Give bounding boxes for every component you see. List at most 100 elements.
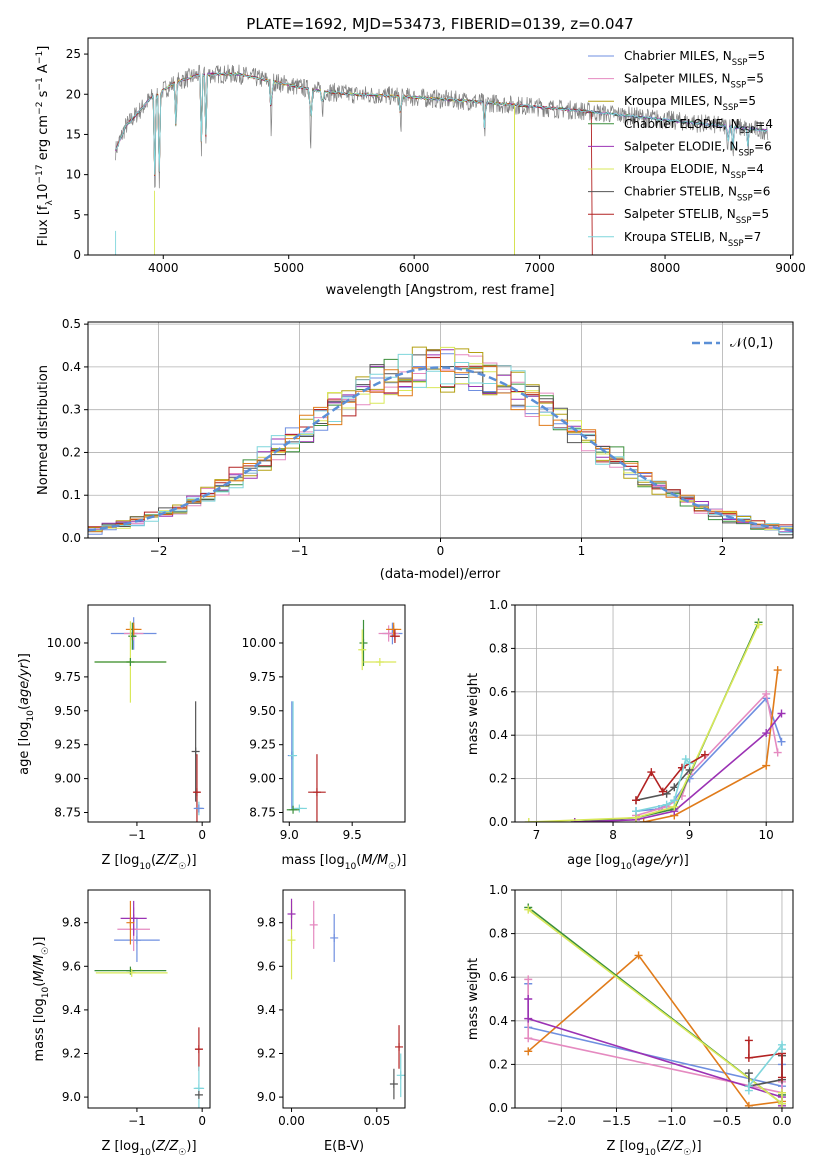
weight-line xyxy=(643,670,779,822)
x-tick-label: −1.5 xyxy=(602,1114,631,1128)
y-axis-label-part: −2 xyxy=(35,102,45,115)
weight-point xyxy=(762,761,771,770)
y-tick-label: 0.1 xyxy=(62,488,81,502)
y-axis-label-part: 10 xyxy=(41,987,51,999)
x-axis-label-part: )] xyxy=(186,853,196,868)
weight-line xyxy=(527,908,783,1106)
x-axis-label: Z [log10(Z/Z☉)] xyxy=(101,1139,196,1158)
legend-label-part: Salpeter STELIB, N xyxy=(624,207,736,221)
axes-frame: −2 −1 0 1 2 0.0 0.1 0.2 0.3 0.4 0.5 𝒩(0,1) (data-mod… xyxy=(36,317,794,582)
y-tick-label: 10 xyxy=(66,168,81,182)
y-axis-label: mass weight xyxy=(466,673,481,755)
x-axis-label-part: M/M xyxy=(361,853,388,868)
weight-point xyxy=(647,768,656,777)
y-tick-label: 9.0 xyxy=(62,1090,81,1104)
weight-line xyxy=(528,624,760,822)
legend-label-part: Kroupa ELODIE, N xyxy=(624,162,731,176)
y-axis-label-part: −1 xyxy=(35,51,45,64)
axes-frame: 4000 5000 6000 7000 8000 9000 0 5 10 15 20 25 wavele… xyxy=(35,37,806,298)
plot-area xyxy=(524,618,786,822)
axes-border xyxy=(87,37,794,256)
y-tick-label: 9.75 xyxy=(249,670,276,684)
y-tick-label: 0.2 xyxy=(489,1057,508,1071)
y-axis-label-part: Flux [f xyxy=(36,205,51,246)
legend-label-part: Salpeter ELODIE, N xyxy=(624,139,738,153)
axes-frame: −1 09.09.29.49.69.8Z [log10(Z/Z☉)]mass [l… xyxy=(32,889,211,1158)
x-axis-label-part: Z/Z xyxy=(660,1139,684,1154)
axes-frame: 0.00 0.05 9.0 9.2 9.4 9.6 9.8 E(B-V) xyxy=(257,889,406,1154)
y-tick-label: 9.2 xyxy=(257,1047,276,1061)
weight-point xyxy=(744,1101,753,1108)
axes-frame: −2.0 −1.5 −1.0 −0.5 0.0 0.0 0.2 0.4 0.6 0.8 1.0 Z [… xyxy=(466,883,794,1158)
x-axis-label: Z [log10(Z/Z☉)] xyxy=(606,1139,701,1158)
y-tick-label: 9.4 xyxy=(62,1003,81,1017)
y-tick-label: 9.75 xyxy=(54,670,81,684)
x-axis-label: mass [log10(M/M☉)] xyxy=(282,853,407,872)
legend-label-part: Chabrier STELIB, N xyxy=(624,185,737,199)
legend-label-part: Chabrier MILES, N xyxy=(624,49,732,63)
y-axis-label-part: ( xyxy=(17,705,32,710)
legend-label-part: =7 xyxy=(744,230,762,244)
data-point xyxy=(312,788,321,797)
y-tick-label: 15 xyxy=(66,127,81,141)
y-tick-label: 0.5 xyxy=(62,317,81,331)
y-tick-label: 20 xyxy=(66,87,81,101)
y-tick-label: 10.00 xyxy=(242,636,276,650)
weight-point xyxy=(777,1045,786,1054)
y-tick-label: 0.4 xyxy=(489,728,508,742)
y-axis-label: mass [log10(M/M☉)] xyxy=(32,937,51,1062)
data-point xyxy=(128,632,137,641)
x-axis-label-part: ☉ xyxy=(178,1148,186,1158)
y-tick-label: 9.0 xyxy=(257,1090,276,1104)
x-axis-label-part: 10 xyxy=(620,862,632,872)
x-axis-label-part: )] xyxy=(679,853,689,868)
weight-point xyxy=(777,1088,786,1097)
legend-label: Kroupa ELODIE, NSSP=4 xyxy=(624,162,764,180)
weight-point xyxy=(700,750,709,759)
axes-border xyxy=(514,889,794,1109)
y-axis-label-part: λ xyxy=(45,200,55,206)
weight-point xyxy=(773,666,782,675)
x-tick-label: −1 xyxy=(291,544,309,558)
axes-frame: 9.0 9.5 8.75 9.00 9.25 9.50 9.75 10.00 mass [log… xyxy=(242,604,407,872)
x-tick-label: 7 xyxy=(533,828,541,842)
data-point xyxy=(375,657,384,666)
y-axis-label-part: s xyxy=(36,90,51,101)
y-axis-label-part: age [log xyxy=(17,722,32,775)
y-axis-label-part: mass [log xyxy=(32,998,47,1061)
x-tick-label: 8000 xyxy=(650,261,681,275)
x-tick-label: 7000 xyxy=(524,261,555,275)
weight-point xyxy=(524,995,533,1003)
data-point xyxy=(330,933,339,942)
y-axis-label-part: )] xyxy=(17,653,32,663)
x-axis-label-part: 10 xyxy=(139,862,151,872)
data-point xyxy=(287,936,296,945)
x-tick-label: 0.00 xyxy=(278,1114,305,1128)
y-axis-label: Flux [fλ10−17 erg cm−2 s−1 A−1] xyxy=(35,46,55,247)
x-axis-label-part: ( xyxy=(151,853,156,868)
x-tick-label: 1 xyxy=(578,544,586,558)
weight-point xyxy=(632,796,641,805)
x-tick-label: 8 xyxy=(609,828,617,842)
data-point xyxy=(194,1045,203,1054)
x-axis-label-part: )] xyxy=(691,1139,701,1154)
legend-label-part: =5 xyxy=(751,207,769,221)
x-tick-label: 5000 xyxy=(273,261,304,275)
data-point xyxy=(191,747,200,756)
legend-label-part: Kroupa MILES, N xyxy=(624,94,723,108)
x-tick-label: 0 xyxy=(198,828,206,842)
plot-area xyxy=(287,898,405,1100)
x-tick-label: 4000 xyxy=(148,261,179,275)
legend-label: Chabrier ELODIE, NSSP=4 xyxy=(624,117,773,135)
legend-label-part: SSP xyxy=(736,215,752,225)
axes-border xyxy=(514,604,794,823)
legend-label: Salpeter STELIB, NSSP=5 xyxy=(624,207,769,225)
data-point xyxy=(389,625,398,634)
legend-label-part: =5 xyxy=(738,94,756,108)
x-axis-label-part: ☉ xyxy=(388,862,396,872)
x-tick-label: 9.0 xyxy=(280,828,299,842)
x-axis-label-part: )] xyxy=(396,853,406,868)
y-tick-label: 8.75 xyxy=(54,806,81,820)
legend-label-part: Salpeter MILES, N xyxy=(624,72,731,86)
weight-point xyxy=(744,1036,753,1045)
